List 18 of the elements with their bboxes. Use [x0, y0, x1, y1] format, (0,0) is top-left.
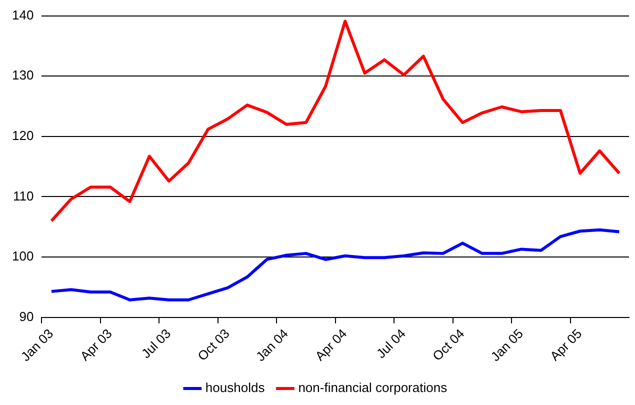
x-tick-label: Jan 05 — [488, 326, 526, 364]
x-tick-label: Oct 04 — [430, 326, 468, 364]
y-tick-label: 110 — [12, 188, 34, 204]
x-tick-label: Jul 03 — [138, 326, 174, 362]
y-tick-label: 90 — [19, 308, 34, 324]
x-tick-label: Oct 03 — [194, 326, 232, 364]
x-tick-label: Jan 04 — [252, 326, 292, 364]
legend-label: non-financial corporations — [298, 380, 448, 396]
legend-label: housholds — [205, 380, 266, 396]
x-tick-label: Apr 04 — [312, 326, 350, 364]
x-tick-label: Jan 03 — [18, 326, 56, 364]
y-tick-label: 140 — [12, 7, 34, 22]
y-tick-label: 130 — [12, 68, 34, 83]
y-tick-label: 120 — [12, 128, 34, 144]
y-tick-label: 100 — [12, 248, 34, 264]
x-tick-label: Jul 04 — [373, 326, 409, 362]
x-tick-label: Apr 05 — [547, 326, 585, 364]
x-tick-label: Apr 03 — [77, 326, 115, 364]
